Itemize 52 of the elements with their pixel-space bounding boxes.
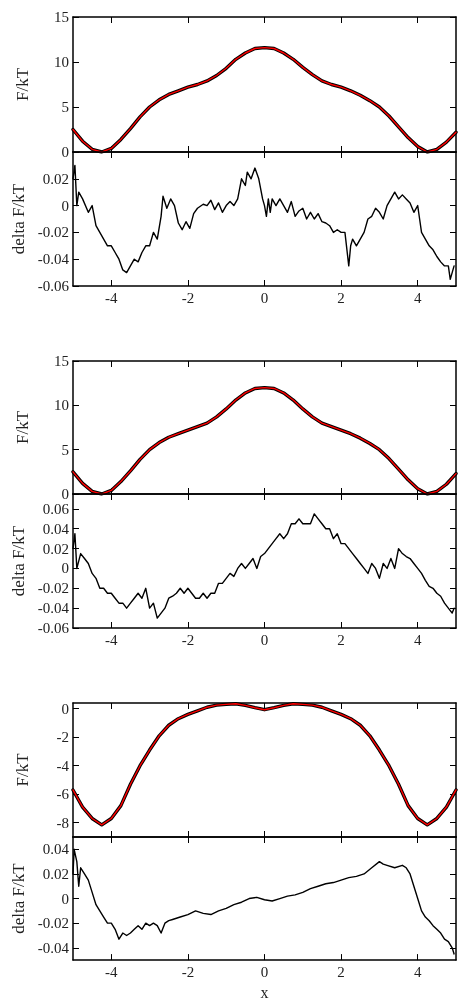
y-tick-label: 0	[61, 700, 69, 717]
y-tick-label: 0	[61, 197, 69, 214]
x-axis-title: x	[260, 983, 269, 1001]
x-tick-label: 4	[413, 631, 422, 648]
x-tick-label: 2	[337, 631, 345, 648]
x-tick-label: 4	[413, 289, 422, 306]
y-tick-label: 0.04	[42, 520, 70, 537]
y-tick-label: 0	[61, 890, 69, 907]
x-tick-label: 2	[337, 963, 345, 980]
y-axis-title: F/kT	[13, 67, 32, 102]
x-tick-label: 0	[260, 631, 269, 648]
y-axis-title: F/kT	[13, 410, 32, 445]
y-tick-label: -0.06	[37, 620, 70, 636]
y-tick-label: -0.02	[37, 580, 69, 597]
y-tick-label: 5	[61, 441, 69, 458]
y-tick-label: 0.02	[42, 170, 69, 187]
y-tick-label: 5	[61, 99, 69, 115]
y-tick-label: 0.02	[42, 865, 69, 882]
y-tick-label: 10	[54, 54, 69, 70]
y-tick-label: 15	[54, 353, 69, 369]
y-tick-label: -0.06	[37, 278, 70, 294]
y-axis-title: delta F/kT	[8, 525, 28, 597]
y-tick-label: -0.02	[37, 915, 69, 932]
x-tick-label: 0	[260, 289, 269, 306]
x-tick-label: 4	[413, 963, 422, 980]
y-tick-label: -2	[56, 729, 69, 746]
x-tick-label: -2	[181, 631, 195, 648]
y-tick-label: -0.04	[37, 939, 70, 956]
x-tick-label: -4	[105, 289, 119, 306]
y-tick-label: 0	[61, 560, 69, 577]
y-tick-label: -0.02	[37, 224, 69, 241]
x-tick-label: 0	[260, 963, 269, 980]
y-tick-label: -0.04	[37, 251, 70, 268]
y-tick-label: 0.04	[42, 841, 70, 858]
y-tick-label: -0.04	[37, 600, 70, 617]
y-tick-label: 0	[61, 144, 69, 160]
y-tick-label: -4	[56, 757, 70, 774]
y-tick-label: -8	[56, 814, 69, 831]
y-axis-title: delta F/kT	[8, 862, 28, 934]
y-tick-label: 0.02	[42, 540, 69, 557]
x-tick-label: -2	[181, 963, 195, 980]
y-axis-title: F/kT	[13, 752, 32, 787]
y-tick-label: 15	[54, 9, 69, 25]
x-tick-label: -4	[105, 631, 119, 648]
y-tick-label: 10	[54, 397, 69, 414]
y-tick-label: -6	[56, 786, 70, 803]
y-tick-label: 0	[61, 486, 69, 502]
y-axis-title: delta F/kT	[8, 183, 28, 255]
x-tick-label: -4	[105, 963, 119, 980]
x-tick-label: 2	[337, 289, 345, 306]
x-tick-label: -2	[181, 289, 195, 306]
y-tick-label: 0.06	[42, 500, 70, 517]
